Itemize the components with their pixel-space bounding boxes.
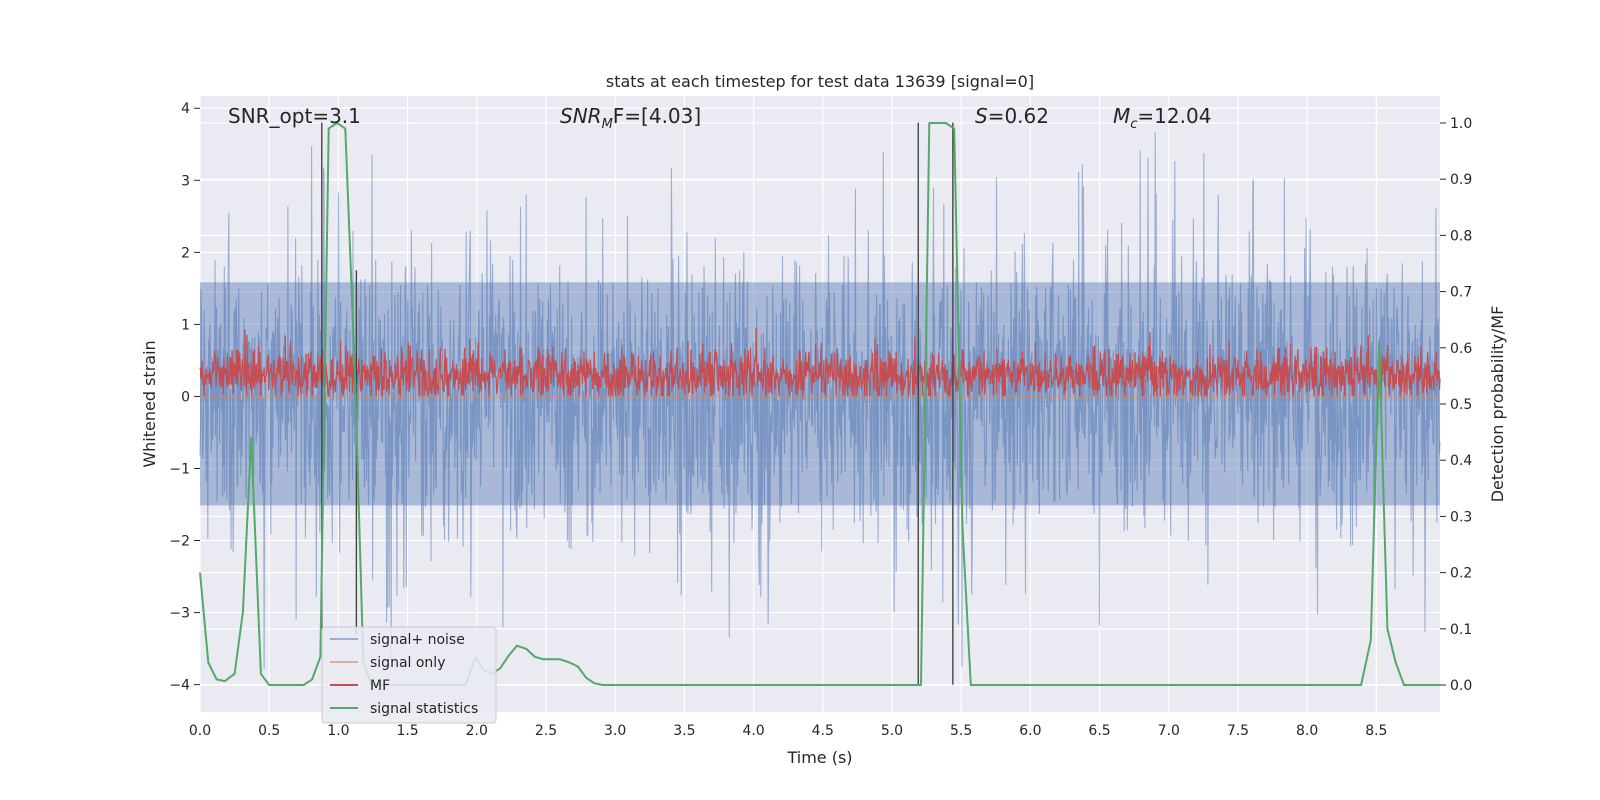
right-y-tick-label: 0.2 <box>1450 566 1472 582</box>
right-y-tick-label: 0.4 <box>1450 453 1472 469</box>
left-y-tick-label: 1 <box>181 317 190 333</box>
x-tick-label: 0.0 <box>189 723 211 739</box>
s-annotation: S=0.62 <box>975 104 1049 128</box>
x-tick-label: 7.5 <box>1227 723 1249 739</box>
snr-mf-symbol: SNR <box>560 104 602 128</box>
mc-subscript: c <box>1130 117 1137 132</box>
x-tick-label: 2.0 <box>466 723 488 739</box>
right-y-tick-label: 0.1 <box>1450 622 1472 638</box>
x-tick-label: 1.5 <box>396 723 418 739</box>
right-y-tick-labels: 0.0 0.1 0.2 0.3 0.4 0.5 0.6 0.7 0.8 0.9 1.0 <box>1440 116 1472 694</box>
x-tick-label: 4.5 <box>812 723 834 739</box>
x-tick-label: 0.5 <box>258 723 280 739</box>
right-y-tick-label: 0.7 <box>1450 285 1472 301</box>
left-y-tick-label: 4 <box>181 101 190 117</box>
right-y-tick-label: 0.9 <box>1450 172 1472 188</box>
x-tick-label: 4.0 <box>742 723 764 739</box>
snr-mf-subscript: M <box>602 117 613 132</box>
mc-value: =12.04 <box>1137 104 1211 128</box>
x-axis-label: Time (s) <box>786 748 852 767</box>
signal-plus-noise-band <box>200 282 1440 506</box>
x-tick-label: 5.0 <box>881 723 903 739</box>
right-y-axis-label: Detection probability/MF <box>1488 306 1507 503</box>
s-symbol: S <box>975 104 988 128</box>
left-y-tick-label: 0 <box>181 389 190 405</box>
mc-annotation: Mc=12.04 <box>1113 104 1211 132</box>
signal-plus-noise-line <box>199 132 1441 670</box>
left-y-tick-label: 3 <box>181 173 190 189</box>
x-tick-label: 6.0 <box>1019 723 1041 739</box>
legend: signal+ noise signal only MF signal stat… <box>321 626 497 724</box>
right-y-tick-label: 1.0 <box>1450 116 1472 132</box>
left-y-tick-labels: −4 −3 −2 −1 0 1 2 3 4 <box>169 101 200 694</box>
x-tick-label: 5.5 <box>950 723 972 739</box>
snr-mf-value: F=[4.03] <box>613 104 701 128</box>
legend-label-signal-plus-noise: signal+ noise <box>370 632 465 648</box>
x-tick-label: 6.5 <box>1088 723 1110 739</box>
legend-label-signal-statistics: signal statistics <box>370 701 478 717</box>
left-y-axis-label: Whitened strain <box>140 340 159 467</box>
series-mf <box>199 327 1441 398</box>
x-tick-label: 2.5 <box>535 723 557 739</box>
s-value: =0.62 <box>988 104 1049 128</box>
chart-title: stats at each timestep for test data 136… <box>606 72 1034 91</box>
legend-label-signal-only: signal only <box>370 655 445 671</box>
left-y-tick-label: −1 <box>169 461 190 477</box>
right-y-tick-label: 0.5 <box>1450 397 1472 413</box>
mf-line <box>199 327 1441 398</box>
right-y-tick-label: 0.0 <box>1450 678 1472 694</box>
mc-symbol: M <box>1113 104 1130 128</box>
right-y-tick-label: 0.8 <box>1450 228 1472 244</box>
legend-box <box>321 626 497 724</box>
x-tick-label: 7.0 <box>1158 723 1180 739</box>
x-tick-label: 8.5 <box>1365 723 1387 739</box>
snr-opt-annotation: SNR_opt=3.1 <box>228 104 361 128</box>
x-tick-label: 1.0 <box>327 723 349 739</box>
x-tick-label: 3.5 <box>673 723 695 739</box>
snr-mf-annotation: SNRMF=[4.03] <box>560 104 701 132</box>
left-y-tick-label: −3 <box>169 606 190 622</box>
x-tick-label: 8.0 <box>1296 723 1318 739</box>
legend-label-mf: MF <box>370 678 390 694</box>
x-tick-labels: 0.0 0.5 1.0 1.5 2.0 2.5 3.0 3.5 4.0 4.5 5.0 5.5 6.0 6… <box>189 723 1388 739</box>
left-y-tick-label: −2 <box>169 534 190 550</box>
series-signal-plus-noise <box>199 132 1441 670</box>
right-y-tick-label: 0.3 <box>1450 509 1472 525</box>
x-tick-label: 3.0 <box>604 723 626 739</box>
left-y-tick-label: 2 <box>181 245 190 261</box>
right-y-tick-label: 0.6 <box>1450 341 1472 357</box>
left-y-tick-label: −4 <box>169 678 190 694</box>
